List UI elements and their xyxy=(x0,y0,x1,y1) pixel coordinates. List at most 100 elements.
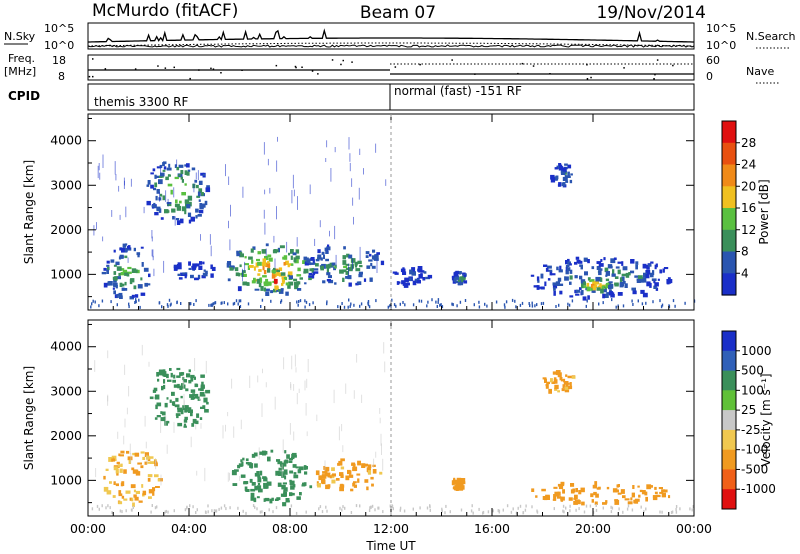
heatmap-cell xyxy=(157,378,160,382)
heatmap-cell xyxy=(592,288,596,293)
heatmap-cell xyxy=(309,268,314,272)
heatmap-cell xyxy=(357,460,361,466)
heatmap-cell xyxy=(592,484,598,489)
noise-cell xyxy=(439,303,441,307)
noise-cell xyxy=(94,300,96,304)
heatmap-cell xyxy=(123,498,128,501)
heatmap-cell xyxy=(353,464,356,470)
heatmap-cell xyxy=(167,183,173,187)
heatmap-cell xyxy=(281,282,284,286)
heatmap-cell xyxy=(142,456,146,460)
heatmap-cell xyxy=(589,280,592,283)
heatmap-cell xyxy=(253,277,256,283)
heatmap-cell xyxy=(632,485,635,489)
heatmap-cell xyxy=(339,269,344,274)
heatmap-cell xyxy=(148,489,154,494)
sparse-cell xyxy=(375,451,377,458)
heatmap-cell xyxy=(124,243,128,246)
heatmap-cell xyxy=(547,278,551,281)
heatmap-cell xyxy=(614,283,619,287)
heatmap-cell xyxy=(179,385,183,390)
heatmap-cell xyxy=(200,172,205,176)
heatmap-cell xyxy=(180,170,184,175)
heatmap-cell xyxy=(371,255,375,260)
sparse-cell xyxy=(291,355,293,370)
heatmap-cell xyxy=(648,264,652,267)
sparse-cell xyxy=(114,161,116,175)
heatmap-cell xyxy=(342,277,345,282)
heatmap-cell xyxy=(593,491,597,496)
colorbar-segment xyxy=(722,331,736,352)
heatmap-cell xyxy=(545,384,548,387)
heatmap-cell xyxy=(273,288,277,293)
freq-dot xyxy=(173,66,175,69)
heatmap-cell xyxy=(594,280,599,285)
heatmap-cell xyxy=(184,199,190,204)
heatmap-cell xyxy=(120,272,125,276)
heatmap-cell xyxy=(560,481,565,485)
heatmap-cell xyxy=(250,248,254,253)
heatmap-cell xyxy=(245,461,249,465)
heatmap-cell xyxy=(173,374,176,379)
freq-dot xyxy=(340,63,342,66)
heatmap-cell xyxy=(126,450,130,454)
heatmap-cell xyxy=(565,265,570,267)
heatmap-cell xyxy=(242,273,247,277)
sparse-cell xyxy=(276,160,278,172)
noise-cell xyxy=(290,504,293,508)
noise-cell xyxy=(312,301,314,305)
freq-dot xyxy=(532,65,535,67)
heatmap-cell xyxy=(575,293,580,296)
heatmap-cell xyxy=(581,281,586,286)
heatmap-region xyxy=(146,161,211,225)
heatmap-cell xyxy=(668,495,671,499)
heatmap-cell xyxy=(200,374,205,378)
sparse-cell xyxy=(190,436,192,448)
noise-cell xyxy=(445,504,447,508)
noise-cell xyxy=(359,304,361,308)
heatmap-cell xyxy=(203,269,206,272)
sparse-cell xyxy=(267,158,269,166)
heatmap-cell xyxy=(158,208,162,213)
heatmap-cell xyxy=(663,267,669,270)
heatmap-cell xyxy=(140,277,143,281)
heatmap-cell xyxy=(607,264,613,269)
noise-cell xyxy=(109,506,111,510)
sparse-cell xyxy=(124,180,125,186)
heatmap-cell xyxy=(602,289,607,293)
heatmap-cell xyxy=(164,402,168,408)
heatmap-cell xyxy=(265,291,270,296)
heatmap-cell xyxy=(196,184,199,189)
sparse-cell xyxy=(97,165,99,179)
heatmap-cell xyxy=(640,289,645,294)
heatmap-cell xyxy=(559,377,563,381)
freq-dot xyxy=(342,59,344,62)
noise-cell xyxy=(536,303,538,307)
heatmap-cell xyxy=(425,276,430,280)
sparse-cell xyxy=(249,375,251,388)
heatmap-cell xyxy=(271,274,276,279)
heatmap-cell xyxy=(278,267,283,271)
heatmap-cell xyxy=(558,269,563,273)
heatmap-cell xyxy=(288,281,293,286)
noise-cell xyxy=(495,300,498,304)
heatmap-cell xyxy=(242,281,248,286)
heatmap-cell xyxy=(263,270,267,275)
heatmap-cell xyxy=(560,496,564,502)
heatmap-cell xyxy=(542,496,548,500)
heatmap-cell xyxy=(237,464,241,469)
noise-cell xyxy=(347,305,349,309)
heatmap-cell xyxy=(155,404,158,410)
heatmap-cell xyxy=(308,275,313,278)
heatmap-cell xyxy=(627,501,633,505)
heatmap-cell xyxy=(458,478,463,484)
heatmap-cell xyxy=(583,285,587,289)
heatmap-cell xyxy=(591,499,594,503)
nsky-trace xyxy=(88,28,694,43)
heatmap-cell xyxy=(342,255,346,260)
heatmap-cell xyxy=(365,251,370,255)
noise-cell xyxy=(622,304,625,308)
heatmap-cell xyxy=(176,413,179,419)
